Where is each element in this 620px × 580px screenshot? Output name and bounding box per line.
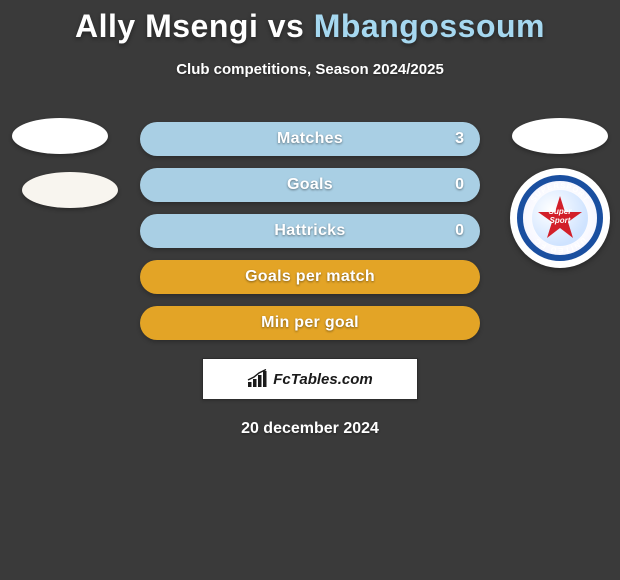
infographic-root: Ally Msengi vs Mbangossoum Club competit… [0,0,620,580]
title-player2: Mbangossoum [314,8,545,44]
stat-label: Min per goal [261,314,359,332]
subtitle: Club competitions, Season 2024/2025 [0,61,620,78]
bar-chart-icon [247,369,269,389]
stat-bars: Matches 3 Goals 0 Hattricks 0 Goals per … [0,122,620,340]
stat-row-goals: Goals 0 [140,168,480,202]
brand-text: FcTables.com [273,371,372,388]
stat-label: Goals per match [245,268,375,286]
brand-box: FcTables.com [202,358,418,400]
stat-row-goals-per-match: Goals per match [140,260,480,294]
stat-value-right: 0 [455,176,464,194]
title-vs: vs [268,8,305,44]
title-player1: Ally Msengi [75,8,258,44]
date-text: 20 december 2024 [0,420,620,438]
stat-label: Matches [277,130,343,148]
stat-value-right: 3 [455,130,464,148]
stat-row-hattricks: Hattricks 0 [140,214,480,248]
stat-value-right: 0 [455,222,464,240]
page-title: Ally Msengi vs Mbangossoum [0,0,620,45]
stat-label: Goals [287,176,333,194]
stat-row-matches: Matches 3 [140,122,480,156]
stat-label: Hattricks [274,222,345,240]
stat-row-min-per-goal: Min per goal [140,306,480,340]
